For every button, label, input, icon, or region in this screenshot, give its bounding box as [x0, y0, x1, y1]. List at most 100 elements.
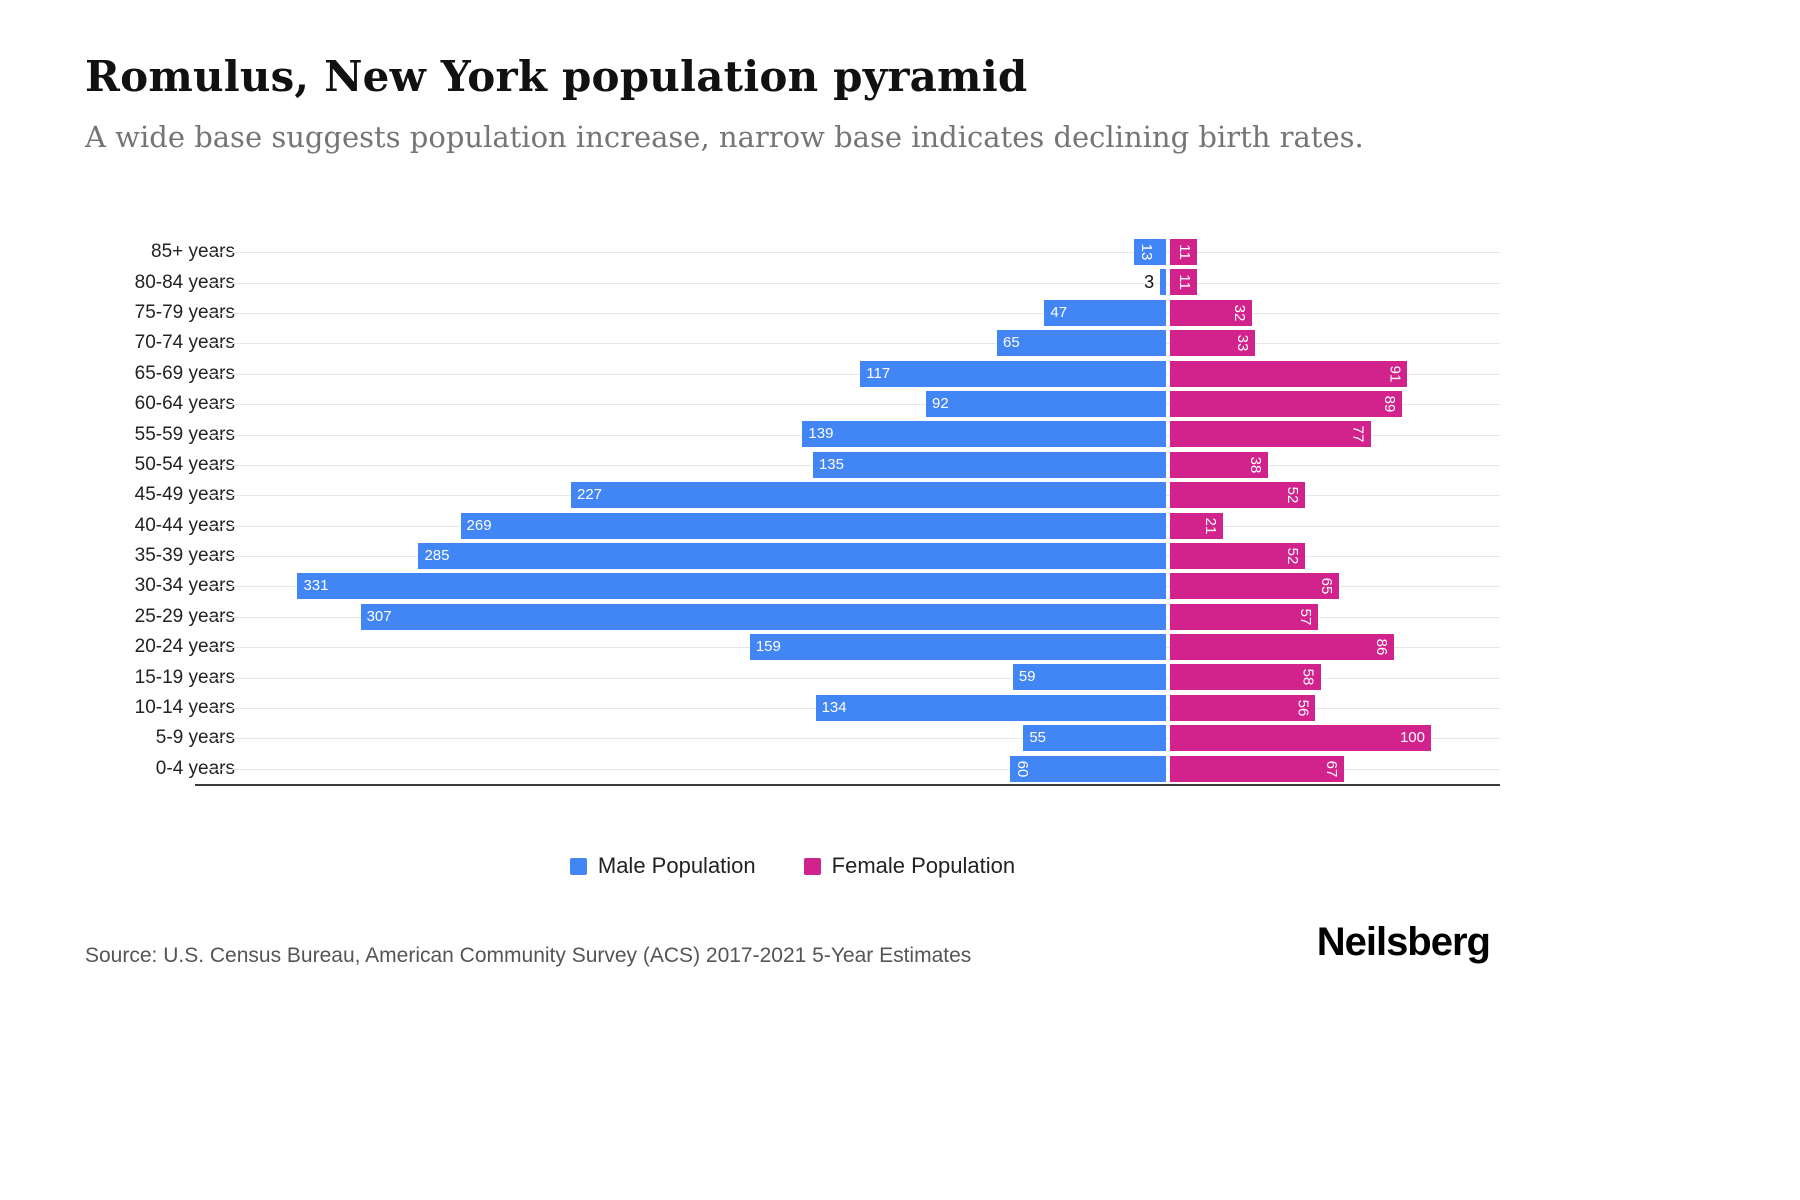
- male-bar[interactable]: 92: [926, 390, 1167, 417]
- legend-item-female[interactable]: Female Population: [803, 853, 1015, 879]
- male-bar[interactable]: 331: [297, 573, 1167, 600]
- age-group-label: 5-9 years: [155, 727, 235, 749]
- female-value-label: 89: [1381, 395, 1399, 413]
- male-value-label: 134: [821, 698, 847, 716]
- legend-item-male[interactable]: Male Population: [569, 853, 756, 879]
- female-bar[interactable]: 58: [1169, 664, 1321, 691]
- row-track: 65 33: [210, 328, 1500, 358]
- age-group-label: 75-79 years: [134, 301, 235, 323]
- male-value-label: 92: [932, 394, 949, 412]
- row-track: 3 11: [210, 267, 1500, 297]
- male-value-label: 3: [1144, 272, 1155, 293]
- pyramid-row: 55-59 years 139 77: [85, 419, 1500, 449]
- pyramid-row: 80-84 years 3 11: [85, 267, 1500, 297]
- female-bar[interactable]: 11: [1169, 239, 1197, 265]
- male-value-label: 117: [866, 364, 891, 382]
- page-subtitle: A wide base suggests population increase…: [85, 120, 1364, 154]
- male-bar[interactable]: 285: [418, 542, 1167, 569]
- pyramid-row: 10-14 years 134 56: [85, 693, 1500, 723]
- male-legend-swatch: [569, 857, 587, 875]
- female-bar[interactable]: 67: [1169, 755, 1345, 782]
- pyramid-row: 70-74 years 65 33: [85, 328, 1500, 358]
- pyramid-row: 35-39 years 285 52: [85, 541, 1500, 571]
- row-track: 134 56: [210, 693, 1500, 723]
- male-value-label: 269: [466, 516, 492, 534]
- pyramid-row: 85+ years 13 11: [85, 237, 1500, 267]
- page-title: Romulus, New York population pyramid: [85, 52, 1028, 101]
- male-bar[interactable]: 269: [460, 512, 1167, 539]
- male-bar[interactable]: 13: [1133, 239, 1167, 265]
- male-bar[interactable]: 60: [1010, 755, 1167, 782]
- female-bar[interactable]: 21: [1169, 512, 1224, 539]
- row-track: 59 58: [210, 662, 1500, 692]
- male-bar[interactable]: 134: [815, 694, 1167, 721]
- row-track: 331 65: [210, 571, 1500, 601]
- male-value-label: 139: [808, 425, 834, 443]
- row-track: 13 11: [210, 237, 1500, 267]
- pyramid-row: 50-54 years 135 38: [85, 450, 1500, 480]
- female-bar[interactable]: 86: [1169, 634, 1395, 661]
- female-bar[interactable]: 11: [1169, 269, 1197, 296]
- female-value-label: 86: [1373, 638, 1391, 656]
- population-pyramid-chart: 85+ years 13 11 80-84 years 3 11 75-79 years 47…: [85, 237, 1500, 797]
- female-bar[interactable]: 89: [1169, 390, 1403, 417]
- pyramid-row: 5-9 years 55 100: [85, 723, 1500, 753]
- male-bar[interactable]: 47: [1044, 299, 1167, 326]
- male-bar[interactable]: 59: [1012, 664, 1167, 691]
- female-value-label: 77: [1349, 426, 1367, 443]
- male-bar[interactable]: 227: [570, 482, 1167, 509]
- male-bar[interactable]: 117: [860, 360, 1167, 387]
- male-value-label: 285: [424, 546, 450, 564]
- male-value-label: 47: [1050, 303, 1068, 321]
- male-bar[interactable]: [1160, 269, 1167, 296]
- female-bar[interactable]: 65: [1169, 573, 1339, 600]
- row-track: 55 100: [210, 723, 1500, 753]
- age-group-label: 80-84 years: [134, 271, 235, 293]
- male-bar[interactable]: 307: [360, 603, 1167, 630]
- age-group-label: 35-39 years: [134, 545, 235, 567]
- row-track: 60 67: [210, 754, 1500, 784]
- age-group-label: 40-44 years: [134, 514, 235, 536]
- gridline: [210, 343, 1500, 345]
- female-value-label: 33: [1233, 334, 1251, 352]
- row-track: 307 57: [210, 602, 1500, 632]
- female-bar[interactable]: 91: [1169, 360, 1408, 387]
- female-value-label: 11: [1175, 244, 1193, 260]
- gridline: [210, 282, 1500, 284]
- age-group-label: 20-24 years: [134, 636, 235, 658]
- pyramid-row: 0-4 years 60 67: [85, 754, 1500, 784]
- female-bar[interactable]: 38: [1169, 451, 1268, 478]
- female-bar[interactable]: 33: [1169, 330, 1255, 357]
- chart-legend: Male Population Female Population: [85, 853, 1500, 879]
- male-bar[interactable]: 65: [997, 330, 1167, 357]
- male-bar[interactable]: 135: [812, 451, 1167, 478]
- female-bar[interactable]: 32: [1169, 299, 1253, 326]
- row-track: 92 89: [210, 389, 1500, 419]
- female-value-label: 91: [1386, 365, 1404, 382]
- row-track: 139 77: [210, 419, 1500, 449]
- gridline: [210, 768, 1500, 770]
- male-bar[interactable]: 55: [1023, 725, 1167, 752]
- female-value-label: 52: [1283, 486, 1301, 504]
- female-bar[interactable]: 100: [1169, 725, 1431, 752]
- female-bar[interactable]: 56: [1169, 694, 1316, 721]
- female-bar[interactable]: 57: [1169, 603, 1318, 630]
- pyramid-row: 40-44 years 269 21: [85, 511, 1500, 541]
- female-bar[interactable]: 77: [1169, 421, 1371, 448]
- female-bar[interactable]: 52: [1169, 482, 1305, 509]
- male-bar[interactable]: 139: [802, 421, 1167, 448]
- male-bar[interactable]: 159: [749, 634, 1167, 661]
- gridline: [210, 312, 1500, 314]
- age-group-label: 15-19 years: [134, 666, 235, 688]
- row-track: 47 32: [210, 298, 1500, 328]
- male-value-label: 13: [1137, 243, 1155, 261]
- source-text: Source: U.S. Census Bureau, American Com…: [85, 944, 972, 967]
- gridline: [210, 373, 1500, 375]
- male-value-label: 227: [576, 486, 603, 504]
- pyramid-row: 25-29 years 307 57: [85, 602, 1500, 632]
- female-bar[interactable]: 52: [1169, 542, 1305, 569]
- legend-item-label: Male Population: [597, 853, 756, 878]
- row-track: 135 38: [210, 450, 1500, 480]
- pyramid-row: 30-34 years 331 65: [85, 571, 1500, 601]
- female-value-label: 67: [1323, 760, 1341, 777]
